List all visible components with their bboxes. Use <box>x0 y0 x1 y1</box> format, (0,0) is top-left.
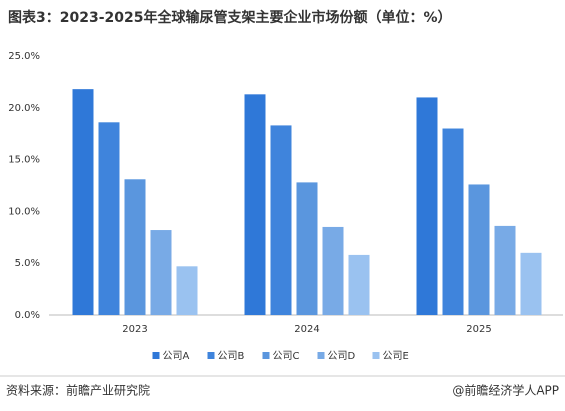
x-tick-label: 2024 <box>294 324 319 335</box>
legend-swatch <box>372 352 380 359</box>
legend-swatch <box>207 352 215 359</box>
bar <box>244 94 266 315</box>
bar <box>416 97 438 315</box>
source: 资料来源：前瞻产业研究院 <box>6 383 150 398</box>
bar <box>494 225 516 315</box>
bar <box>322 226 344 315</box>
bar <box>296 182 318 315</box>
bar <box>520 252 542 315</box>
bar <box>124 179 146 315</box>
legend-swatch <box>317 352 325 359</box>
y-tick-label: 10.0% <box>8 206 40 217</box>
y-tick-label: 20.0% <box>8 103 40 114</box>
legend-label: 公司A <box>163 351 190 362</box>
legend-label: 公司E <box>383 351 409 362</box>
legend-swatch <box>262 352 270 359</box>
y-tick-label: 25.0% <box>8 51 40 62</box>
credit: @前瞻经济学人APP <box>452 383 559 398</box>
bar <box>348 254 370 315</box>
bar <box>468 184 490 315</box>
bar <box>98 122 120 315</box>
bar <box>176 266 198 315</box>
bar <box>442 128 464 315</box>
y-tick-label: 0.0% <box>15 310 40 321</box>
x-tick-label: 2023 <box>122 324 147 335</box>
y-tick-label: 15.0% <box>8 155 40 166</box>
legend-label: 公司C <box>273 351 300 362</box>
bar <box>72 89 94 315</box>
chart-title: 图表3：2023-2025年全球输尿管支架主要企业市场份额（单位：%） <box>8 9 452 26</box>
bar <box>150 230 172 315</box>
y-tick-label: 5.0% <box>15 258 40 269</box>
legend-label: 公司D <box>328 351 356 362</box>
bar <box>270 125 292 315</box>
legend-swatch <box>152 352 160 359</box>
legend-label: 公司B <box>218 351 245 362</box>
x-tick-label: 2025 <box>466 324 491 335</box>
